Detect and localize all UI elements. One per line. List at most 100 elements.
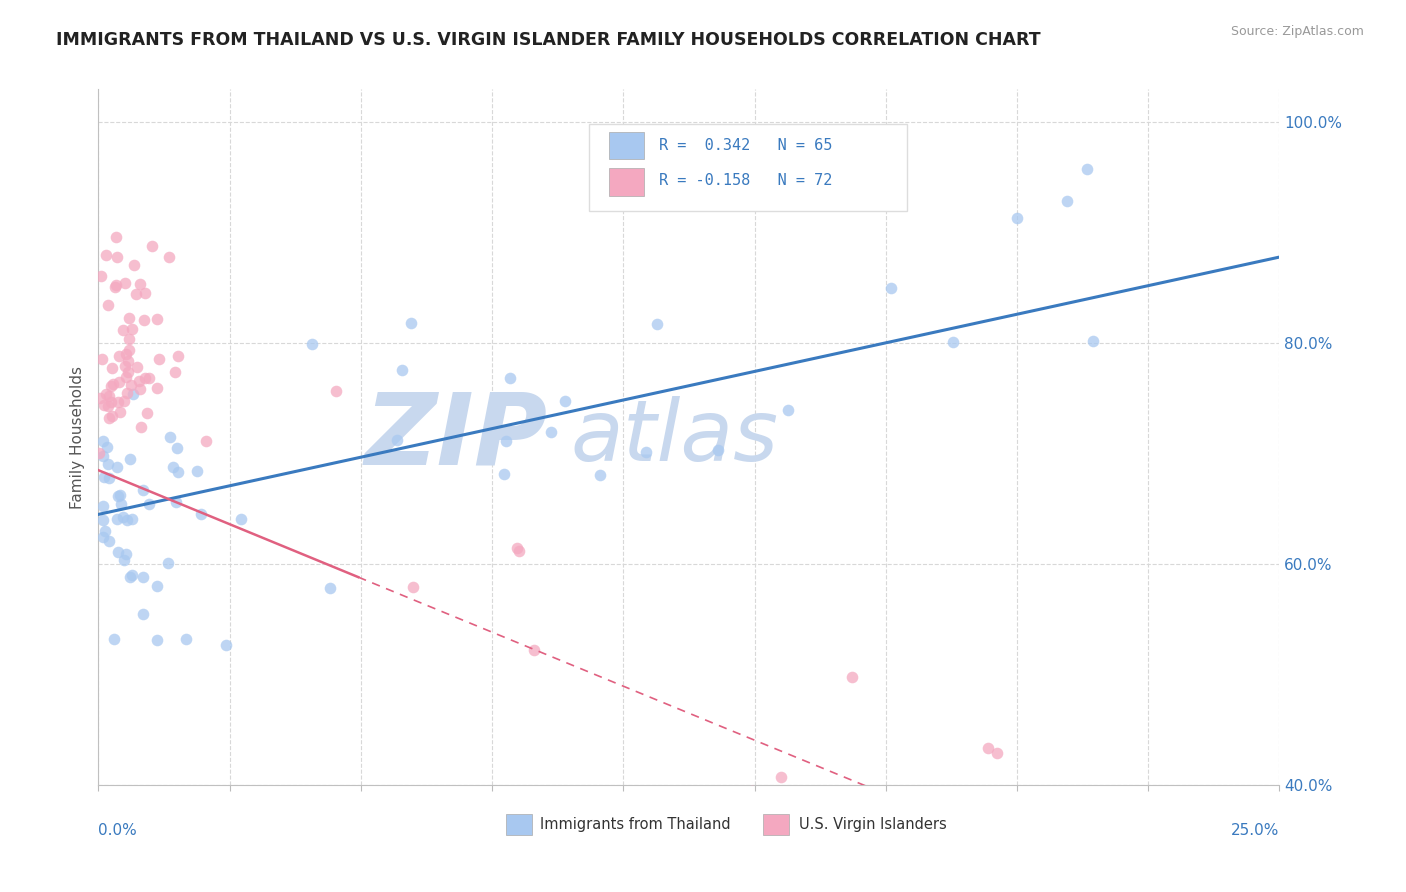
Point [325,384,347,399]
Point [880,281,903,295]
Point [96,387,118,401]
Point [120,451,142,466]
Point [1056,194,1078,208]
Point [215,638,238,652]
Point [132,313,155,327]
Point [841,670,863,684]
Bar [506,814,531,835]
Point [89,391,111,405]
Point [97,399,120,413]
Point [97,389,120,403]
Point [146,579,169,593]
Point [146,381,169,395]
Point [165,495,187,509]
Bar [609,168,644,195]
Text: 25.0%: 25.0% [1232,823,1279,838]
Point [103,632,125,646]
Point [645,317,668,331]
Point [96,440,118,454]
Point [499,371,522,385]
Point [138,497,160,511]
Point [97,533,120,548]
Point [194,434,217,448]
Point [1005,211,1028,225]
Point [97,298,120,312]
Point [101,361,124,376]
Text: ZIP: ZIP [364,389,547,485]
Point [114,276,136,290]
Point [636,445,658,459]
Point [540,425,562,439]
Point [112,510,135,524]
Point [115,385,138,400]
Point [131,419,153,434]
Text: 0.0%: 0.0% [98,823,138,838]
Point [127,359,149,374]
Point [96,248,118,262]
Point [741,784,763,798]
Point [108,488,131,502]
Point [145,311,167,326]
Point [91,500,114,514]
Point [117,513,139,527]
Point [91,449,114,463]
Point [778,403,800,417]
Point [104,280,127,294]
Point [707,442,730,457]
Point [107,349,129,363]
Point [104,277,127,292]
Point [166,441,188,455]
Point [129,382,152,396]
Point [98,471,121,485]
Bar [763,814,789,835]
Point [134,371,156,385]
Point [91,513,114,527]
Point [110,497,132,511]
Point [117,343,139,357]
Text: R =  0.342   N = 65: R = 0.342 N = 65 [659,138,832,153]
Point [108,375,131,389]
Point [91,530,114,544]
Bar [609,132,644,160]
Point [114,369,136,384]
Point [112,552,135,566]
Point [107,545,129,559]
Point [166,465,188,479]
Point [108,405,131,419]
Point [186,464,208,478]
Point [97,457,120,471]
Point [969,823,991,838]
Point [89,446,111,460]
Point [93,398,115,412]
Point [93,470,115,484]
Point [100,395,122,409]
Point [121,568,143,582]
Point [138,371,160,385]
Point [115,347,138,361]
Point [104,230,127,244]
Point [101,376,124,391]
Text: Source: ZipAtlas.com: Source: ZipAtlas.com [1230,25,1364,38]
Point [495,434,517,448]
Point [105,460,128,475]
Point [1076,162,1098,177]
Point [121,321,143,335]
Point [165,366,187,380]
Point [118,332,141,346]
Point [986,746,1008,760]
Point [107,489,129,503]
Point [1081,334,1104,349]
Point [492,467,515,481]
Point [117,365,139,379]
Point [176,632,198,646]
Text: Immigrants from Thailand: Immigrants from Thailand [540,817,731,832]
Point [120,377,142,392]
Point [148,351,170,366]
Point [301,337,323,351]
Text: IMMIGRANTS FROM THAILAND VS U.S. VIRGIN ISLANDER FAMILY HOUSEHOLDS CORRELATION C: IMMIGRANTS FROM THAILAND VS U.S. VIRGIN … [56,31,1040,49]
Text: R = -0.158   N = 72: R = -0.158 N = 72 [659,173,832,188]
Point [100,379,122,393]
Point [190,507,212,521]
Point [769,770,792,784]
Point [145,632,167,647]
